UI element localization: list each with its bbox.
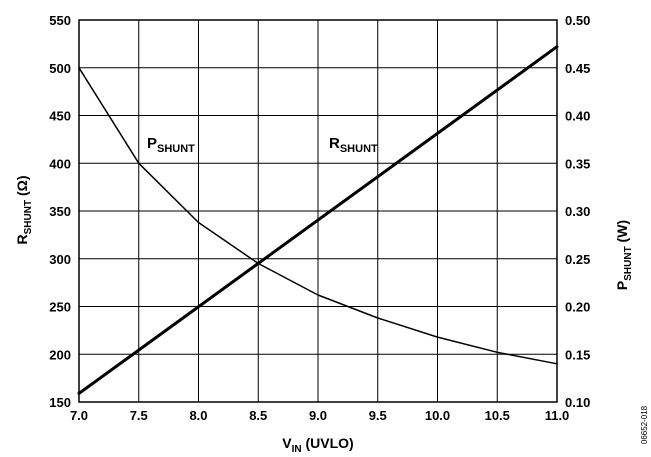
plot-frame (78, 19, 558, 403)
y-left-axis-title: RSHUNT (Ω) (14, 175, 34, 244)
y-right-tick-label: 0.10 (565, 395, 590, 410)
x-tick-label: 7.0 (70, 408, 88, 423)
y-right-tick-label: 0.35 (565, 156, 590, 171)
x-tick-label: 9.5 (369, 408, 387, 423)
r-shunt-line (77, 45, 559, 395)
y-left-tick-label: 150 (49, 395, 71, 410)
x-tick-label: 11.0 (545, 408, 570, 423)
y-left-tick-label: 400 (49, 156, 71, 171)
y-right-tick-label: 0.15 (565, 347, 590, 362)
figure-id: 06652-018 (640, 405, 649, 444)
series-layer (77, 45, 559, 395)
x-tick-label: 10.5 (485, 408, 510, 423)
y-right-tick-label: 0.45 (565, 61, 590, 76)
grid (78, 19, 558, 403)
tick-labels: 7.0 7.5 8.0 8.5 9.0 9.5 10.0 10.5 11.0 150 0.10 200… (49, 13, 590, 423)
p-shunt-line (78, 67, 558, 365)
x-tick-label: 8.5 (249, 408, 267, 423)
x-tick-label: 10.0 (425, 408, 450, 423)
y-left-tick-label: 200 (49, 347, 71, 362)
y-left-tick-label: 350 (49, 204, 71, 219)
y-right-axis-title: PSHUNT (W) (614, 220, 634, 290)
y-left-tick-label: 550 (49, 13, 71, 28)
y-left-tick-label: 450 (49, 109, 71, 124)
series-label-r-shunt: RSHUNT (329, 135, 378, 155)
y-left-tick-label: 300 (49, 252, 71, 267)
x-axis-title: VIN (UVLO) (282, 435, 353, 455)
x-tick-label: 8.0 (189, 408, 207, 423)
x-tick-label: 9.0 (309, 408, 327, 423)
series-label-p-shunt: PSHUNT (147, 135, 195, 155)
y-left-tick-label: 500 (49, 61, 71, 76)
y-right-tick-label: 0.20 (565, 300, 590, 315)
y-right-tick-label: 0.50 (565, 13, 590, 28)
y-right-tick-label: 0.30 (565, 204, 590, 219)
y-left-tick-label: 250 (49, 300, 71, 315)
x-tick-label: 7.5 (130, 408, 148, 423)
y-right-tick-label: 0.40 (565, 109, 590, 124)
y-right-tick-label: 0.25 (565, 252, 590, 267)
